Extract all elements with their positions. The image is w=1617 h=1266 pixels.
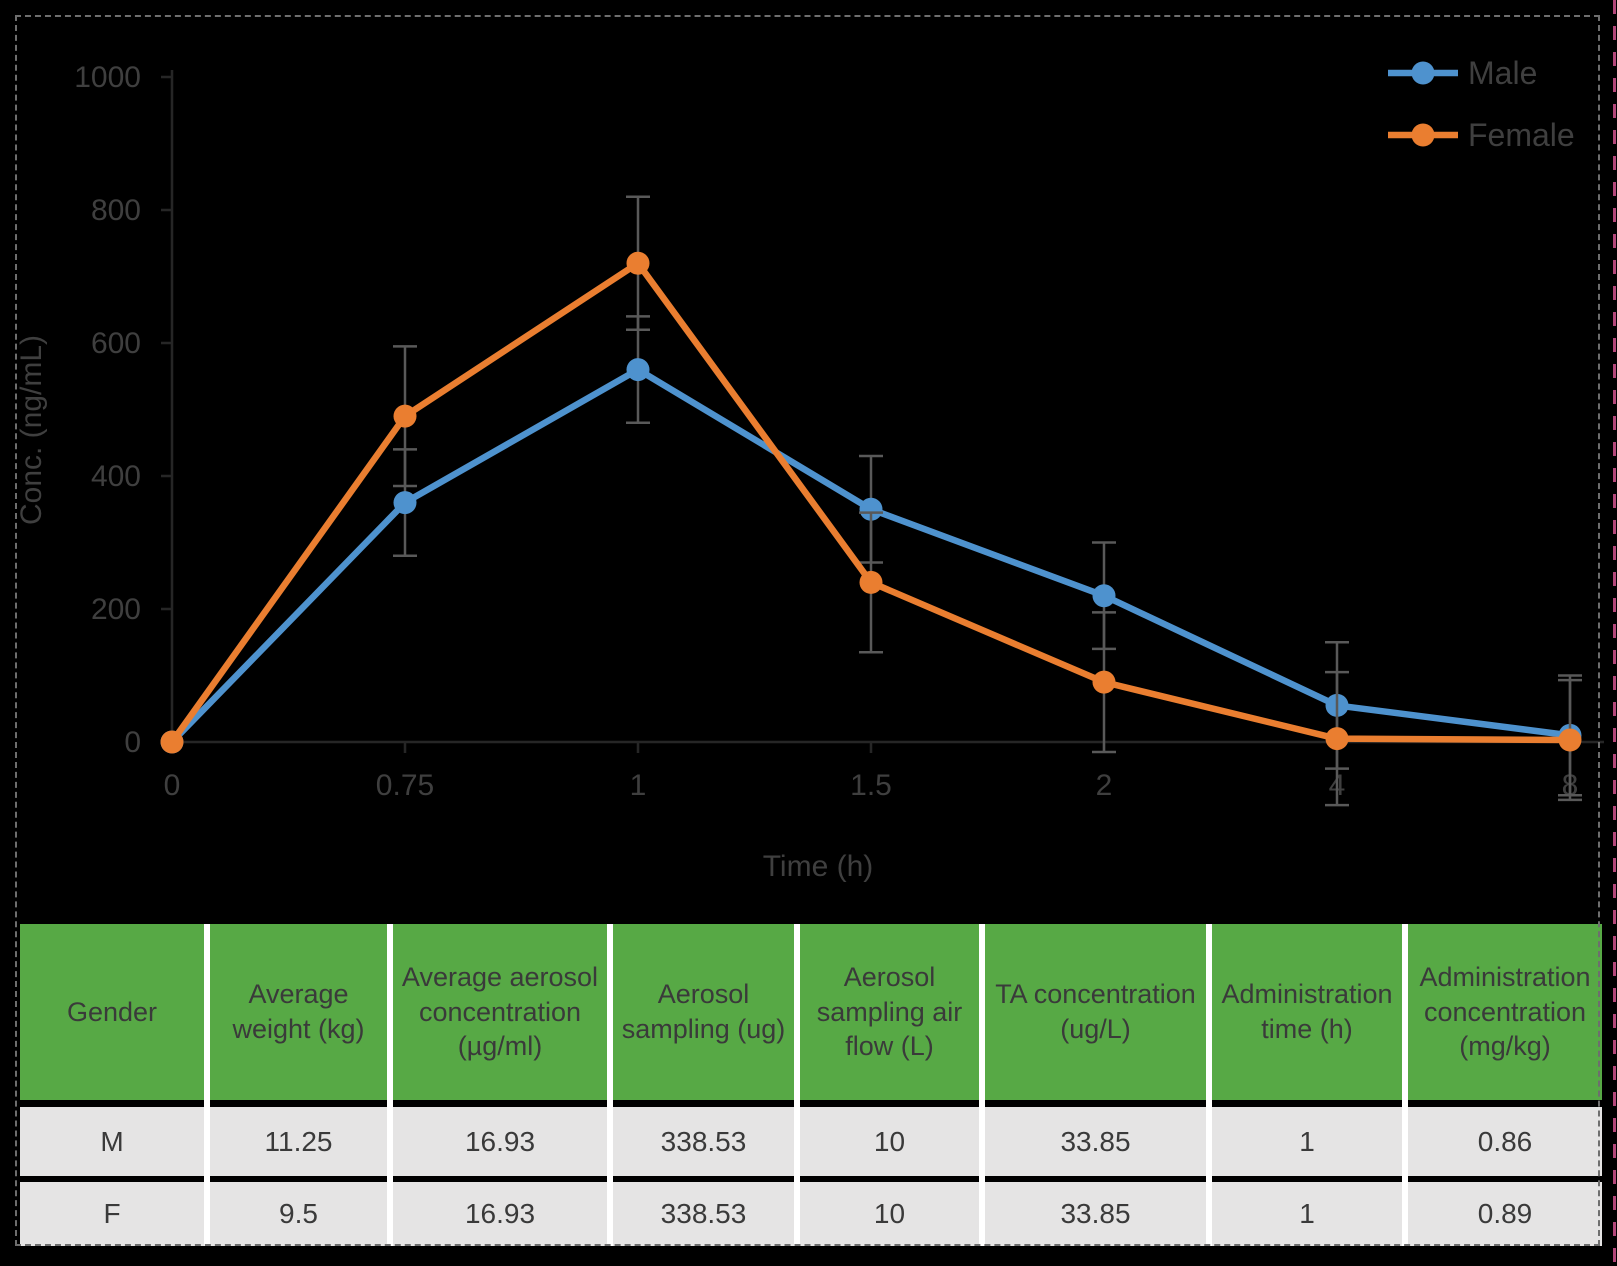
legend-item-male: Male bbox=[1388, 55, 1537, 91]
y-tick-label: 0 bbox=[124, 726, 141, 759]
header-cell: Aerosol sampling air flow (L) bbox=[800, 924, 979, 1100]
y-tick-label: 400 bbox=[91, 460, 141, 493]
table-cell: 0.89 bbox=[1408, 1176, 1602, 1246]
legend: Male Female bbox=[1388, 55, 1575, 153]
legend-item-female: Female bbox=[1388, 117, 1575, 153]
x-tick-label: 2 bbox=[1096, 769, 1113, 802]
table-cell: F bbox=[20, 1176, 204, 1246]
y-tick-label: 1000 bbox=[74, 61, 141, 94]
header-cell: Administration concentration (mg/kg) bbox=[1408, 924, 1602, 1100]
table-cell: 10 bbox=[800, 1176, 979, 1246]
table-cell: 0.86 bbox=[1408, 1100, 1602, 1176]
table-cell: 10 bbox=[800, 1100, 979, 1176]
x-axis-title: Time (h) bbox=[763, 850, 874, 883]
x-tick-label: 0 bbox=[164, 769, 181, 802]
series-markers-female bbox=[160, 251, 1582, 754]
header-cell: Average weight (kg) bbox=[210, 924, 387, 1100]
legend-label: Male bbox=[1468, 55, 1537, 91]
table-cell: 33.85 bbox=[985, 1176, 1206, 1246]
table-cell: M bbox=[20, 1100, 204, 1176]
header-cell: TA concentration (ug/L) bbox=[985, 924, 1206, 1100]
y-axis: 0 200 400 600 800 1000 bbox=[74, 61, 172, 759]
x-tick-label: 0.75 bbox=[376, 769, 434, 802]
header-cell: Aerosol sampling (ug) bbox=[613, 924, 794, 1100]
x-tick-label: 1.5 bbox=[850, 769, 892, 802]
header-cell: Gender bbox=[20, 924, 204, 1100]
table-cell: 16.93 bbox=[393, 1176, 607, 1246]
table-cell: 338.53 bbox=[613, 1100, 794, 1176]
legend-label: Female bbox=[1468, 117, 1575, 153]
y-tick-label: 200 bbox=[91, 593, 141, 626]
header-cell: Average aerosol concentration (µg/ml) bbox=[393, 924, 607, 1100]
table-cell: 1 bbox=[1212, 1100, 1402, 1176]
x-tick-label: 1 bbox=[630, 769, 647, 802]
y-axis-title: Conc. (ng/mL) bbox=[15, 335, 48, 525]
table-cell: 11.25 bbox=[210, 1100, 387, 1176]
table-cell: 338.53 bbox=[613, 1176, 794, 1246]
header-cell: Administration time (h) bbox=[1212, 924, 1402, 1100]
study-parameters-table: Gender Average weight (kg) Average aerosol… bbox=[20, 924, 1602, 1246]
table-cell: 1 bbox=[1212, 1176, 1402, 1246]
table-cell: 16.93 bbox=[393, 1100, 607, 1176]
axes bbox=[170, 70, 1604, 744]
y-tick-label: 800 bbox=[91, 194, 141, 227]
y-tick-label: 600 bbox=[91, 327, 141, 360]
table-cell: 33.85 bbox=[985, 1100, 1206, 1176]
table-cell: 9.5 bbox=[210, 1176, 387, 1246]
